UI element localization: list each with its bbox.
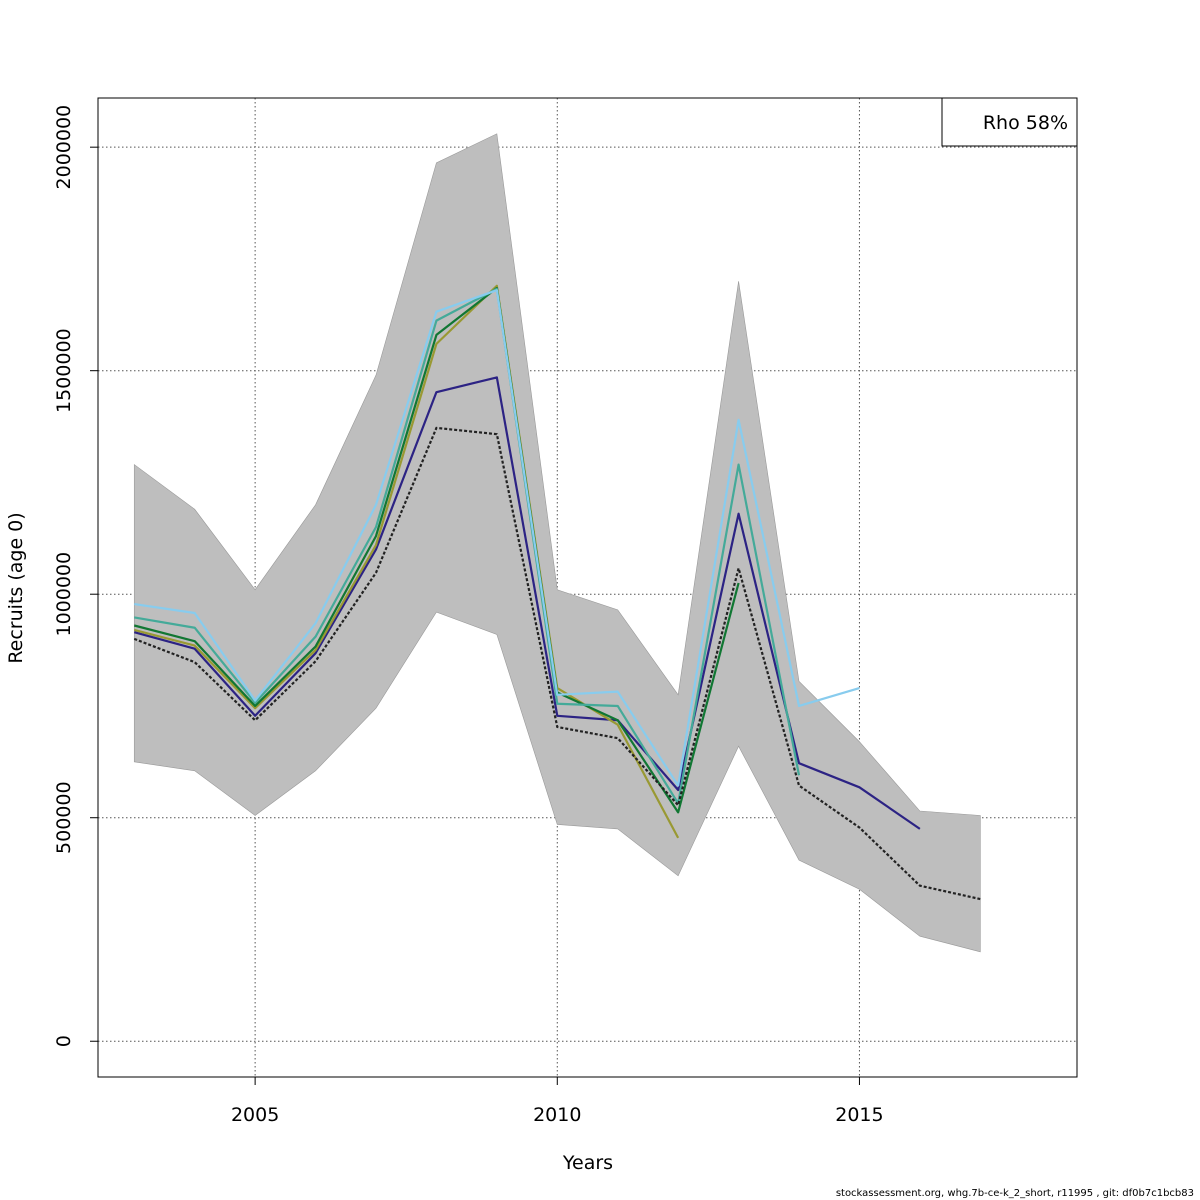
legend: Rho 58% [941,97,1078,147]
x-tick-label: 2010 [533,1104,581,1126]
x-tick-label: 2015 [835,1104,883,1126]
confidence-band [133,133,981,953]
y-tick-label: 500000 [53,781,75,854]
series-line-5 [134,287,801,805]
confidence-band-area [133,133,981,953]
legend-box [941,97,1078,147]
x-axis-ticks: 2005 2010 2015 [231,1077,884,1126]
series-line-1 [133,426,981,901]
legend-text: Rho 58% [983,112,1068,134]
series-lines [133,284,981,901]
plot-frame [97,97,1078,1078]
series-line-4 [133,286,740,814]
y-axis-title: Recruits (age 0) [5,512,27,663]
y-tick-label: 1500000 [53,328,75,413]
footer-note: stockassessment.org, whg.7b-ce-k_2_short… [835,1188,1194,1199]
x-axis-title: Years [562,1152,613,1174]
x-tick-label: 2005 [231,1104,279,1126]
y-tick-label: 2000000 [53,105,75,190]
y-tick-label: 0 [53,1035,75,1047]
y-axis-ticks: 0 500000 1000000 1500000 2000000 [53,105,98,1047]
y-tick-label: 1000000 [53,552,75,637]
series-line-6 [134,289,860,787]
